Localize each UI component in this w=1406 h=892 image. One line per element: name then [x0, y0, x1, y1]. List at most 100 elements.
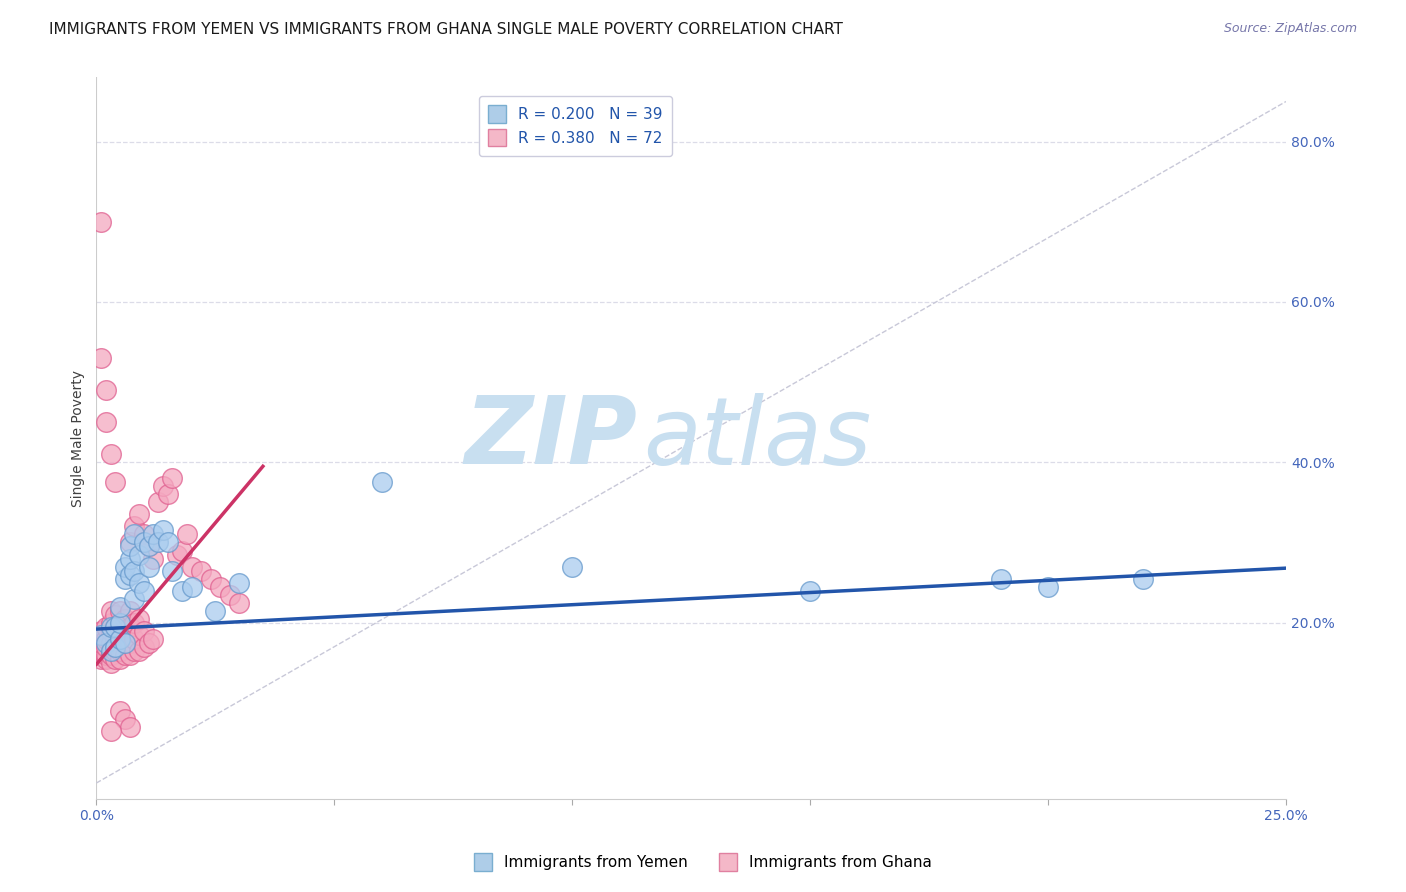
- Point: [162, 471, 184, 485]
- Point: [94, 415, 117, 429]
- Point: [108, 632, 131, 646]
- Point: [142, 632, 165, 646]
- Point: [114, 636, 136, 650]
- Legend: Immigrants from Yemen, Immigrants from Ghana: Immigrants from Yemen, Immigrants from G…: [465, 844, 941, 880]
- Point: [100, 644, 122, 658]
- Point: [190, 564, 212, 578]
- Text: atlas: atlas: [644, 392, 872, 483]
- Point: [138, 559, 160, 574]
- Point: [218, 588, 240, 602]
- Point: [100, 723, 122, 738]
- Point: [118, 648, 141, 662]
- Text: IMMIGRANTS FROM YEMEN VS IMMIGRANTS FROM GHANA SINGLE MALE POVERTY CORRELATION C: IMMIGRANTS FROM YEMEN VS IMMIGRANTS FROM…: [49, 22, 844, 37]
- Point: [118, 604, 141, 618]
- Point: [200, 572, 222, 586]
- Point: [94, 383, 117, 397]
- Point: [180, 580, 202, 594]
- Point: [118, 540, 141, 554]
- Point: [162, 564, 184, 578]
- Point: [90, 351, 112, 365]
- Point: [90, 628, 112, 642]
- Point: [118, 636, 141, 650]
- Y-axis label: Single Male Poverty: Single Male Poverty: [72, 370, 86, 507]
- Point: [114, 572, 136, 586]
- Point: [100, 636, 122, 650]
- Point: [138, 540, 160, 554]
- Point: [104, 620, 127, 634]
- Point: [114, 559, 136, 574]
- Point: [100, 447, 122, 461]
- Text: Source: ZipAtlas.com: Source: ZipAtlas.com: [1223, 22, 1357, 36]
- Point: [209, 580, 232, 594]
- Point: [156, 487, 179, 501]
- Point: [108, 620, 131, 634]
- Point: [128, 612, 150, 626]
- Point: [128, 548, 150, 562]
- Point: [124, 632, 146, 646]
- Text: ZIP: ZIP: [465, 392, 638, 484]
- Point: [148, 535, 170, 549]
- Point: [128, 644, 150, 658]
- Point: [108, 615, 131, 630]
- Point: [118, 535, 141, 549]
- Point: [100, 656, 122, 670]
- Point: [90, 636, 112, 650]
- Point: [124, 591, 146, 606]
- Point: [132, 583, 155, 598]
- Point: [94, 640, 117, 654]
- Point: [138, 636, 160, 650]
- Point: [1036, 580, 1059, 594]
- Point: [104, 632, 127, 646]
- Point: [152, 479, 174, 493]
- Point: [118, 567, 141, 582]
- Point: [104, 607, 127, 622]
- Point: [108, 704, 131, 718]
- Point: [204, 604, 226, 618]
- Point: [990, 572, 1012, 586]
- Point: [100, 624, 122, 638]
- Point: [124, 615, 146, 630]
- Point: [104, 652, 127, 666]
- Point: [371, 475, 394, 490]
- Point: [90, 652, 112, 666]
- Point: [132, 624, 155, 638]
- Point: [124, 519, 146, 533]
- Point: [108, 604, 131, 618]
- Point: [142, 527, 165, 541]
- Point: [118, 720, 141, 734]
- Point: [90, 624, 112, 638]
- Point: [152, 524, 174, 538]
- Point: [170, 543, 193, 558]
- Point: [90, 644, 112, 658]
- Point: [176, 527, 198, 541]
- Point: [108, 632, 131, 646]
- Point: [124, 644, 146, 658]
- Point: [104, 475, 127, 490]
- Point: [132, 640, 155, 654]
- Point: [114, 712, 136, 726]
- Point: [156, 535, 179, 549]
- Point: [100, 620, 122, 634]
- Point: [108, 644, 131, 658]
- Point: [104, 644, 127, 658]
- Point: [132, 535, 155, 549]
- Point: [128, 628, 150, 642]
- Point: [128, 575, 150, 590]
- Point: [104, 640, 127, 654]
- Point: [94, 648, 117, 662]
- Point: [124, 564, 146, 578]
- Point: [100, 648, 122, 662]
- Point: [94, 632, 117, 646]
- Point: [100, 604, 122, 618]
- Point: [128, 508, 150, 522]
- Point: [114, 624, 136, 638]
- Point: [100, 615, 122, 630]
- Point: [138, 540, 160, 554]
- Point: [114, 612, 136, 626]
- Point: [118, 551, 141, 566]
- Point: [228, 575, 250, 590]
- Point: [90, 215, 112, 229]
- Point: [166, 548, 188, 562]
- Point: [799, 583, 821, 598]
- Point: [148, 495, 170, 509]
